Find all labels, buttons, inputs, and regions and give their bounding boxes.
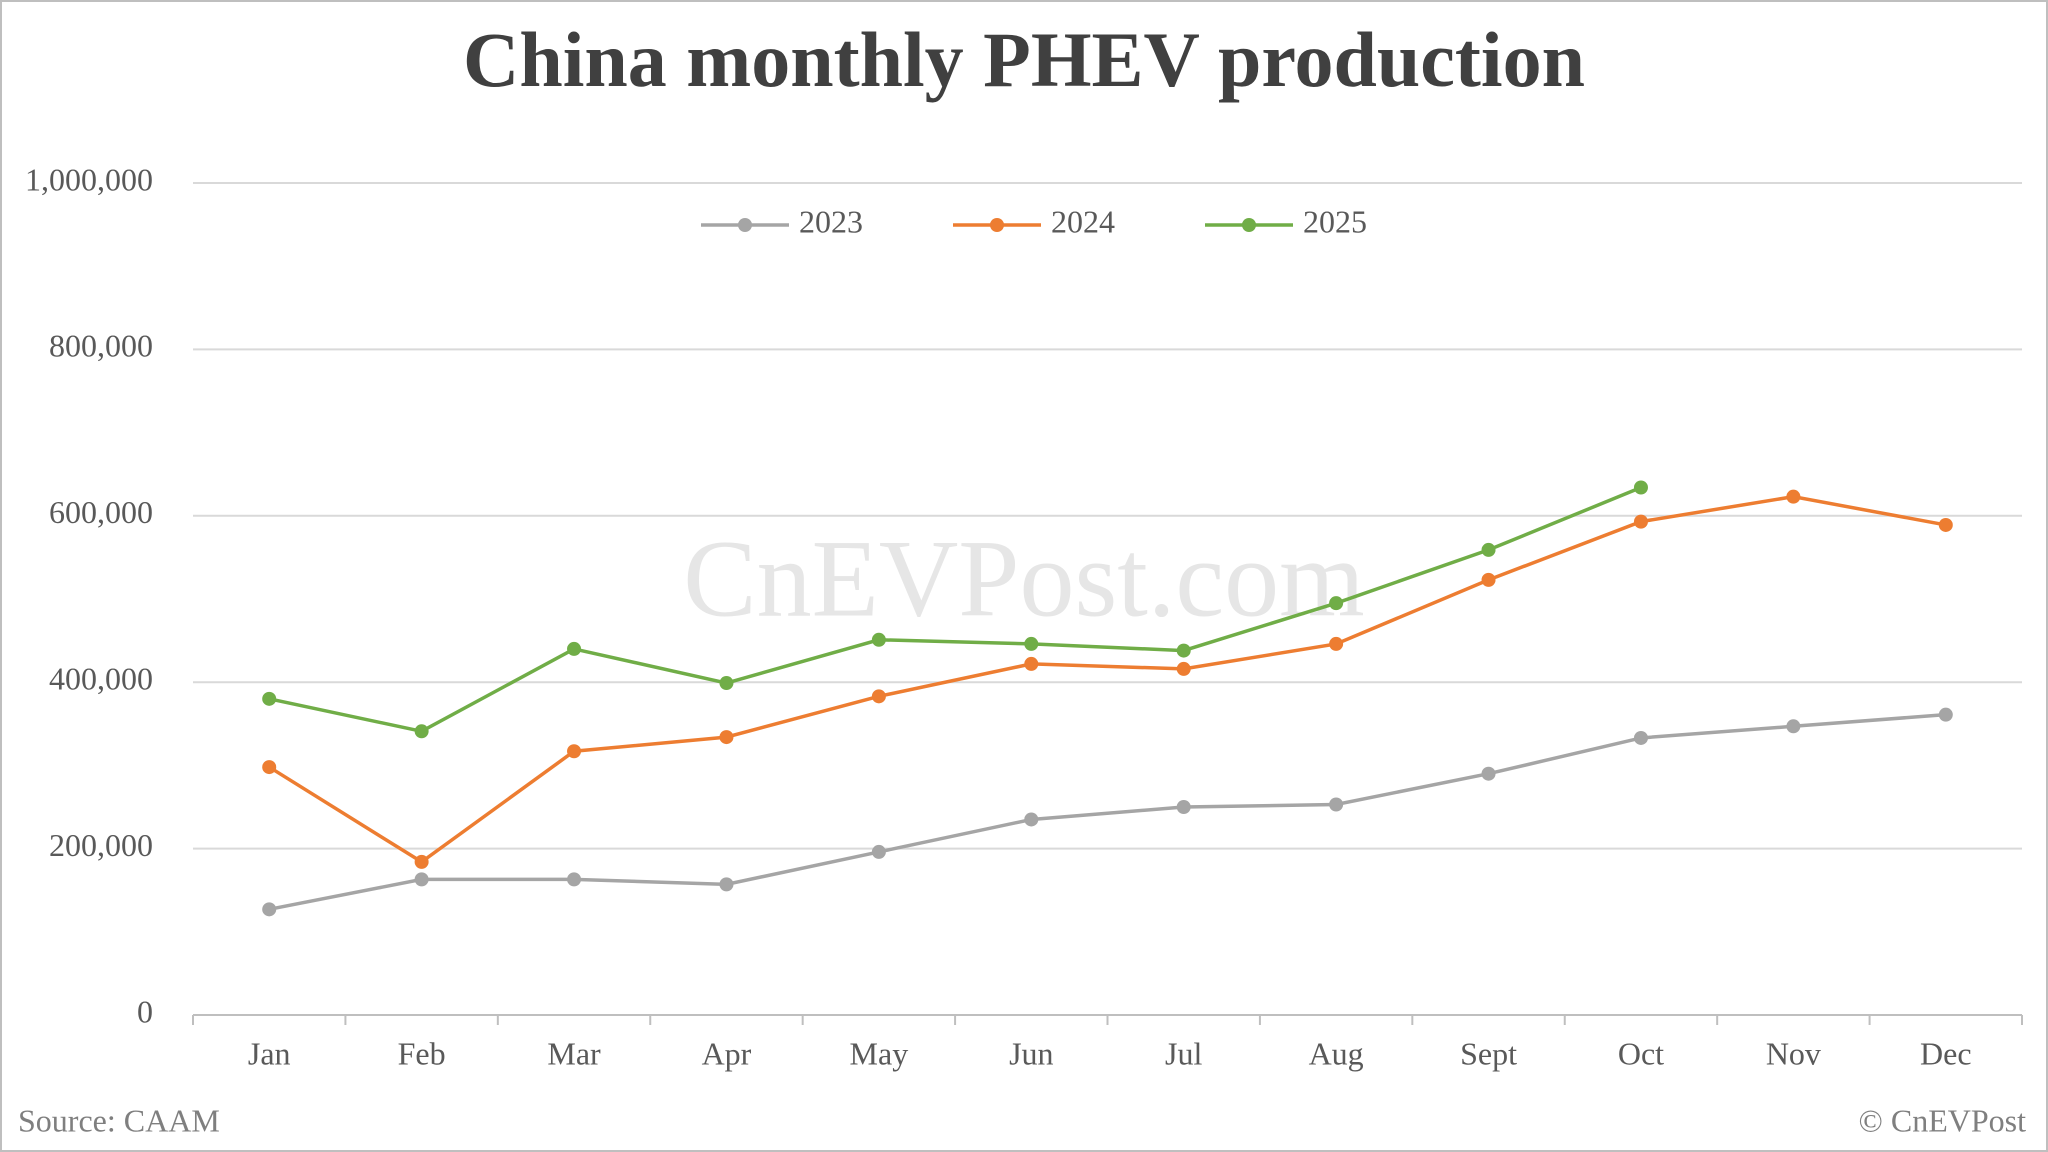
x-tick-label: Dec [1920,1035,1972,1071]
data-point [262,902,277,917]
data-point [1329,636,1344,651]
y-tick-label: 600,000 [49,494,153,530]
y-tick-label: 200,000 [49,827,153,863]
data-point [1786,719,1801,734]
x-tick-label: Feb [398,1035,446,1071]
x-tick-label: Oct [1618,1035,1664,1071]
data-point [414,872,429,887]
data-point [871,844,886,859]
x-tick-label: Jul [1165,1035,1202,1071]
data-point [1176,800,1191,814]
data-point [567,872,582,887]
data-point [1024,656,1039,671]
legend-label: 2025 [1303,203,1367,239]
legend-marker [738,218,752,232]
series-line [268,485,1642,734]
data-point [719,877,734,892]
data-point [262,760,277,775]
legend-marker [1242,218,1256,232]
watermark: CnEVPost.com [683,517,1364,639]
data-point [1329,596,1344,611]
data-point [1786,489,1801,504]
data-point [719,676,734,691]
data-point [1176,643,1191,658]
legend-label: 2024 [1051,203,1115,239]
x-tick-label: Nov [1766,1035,1821,1071]
y-tick-label: 1,000,000 [25,161,153,197]
y-tick-label: 0 [137,993,153,1029]
y-tick-label: 400,000 [49,661,153,697]
series-line [268,494,1947,865]
data-point [262,691,277,706]
data-point [1938,707,1953,722]
data-point [1633,514,1648,529]
data-point [567,744,582,759]
data-point [1176,661,1191,676]
x-tick-label: Jun [1009,1035,1053,1071]
data-point [1481,572,1496,587]
data-point [1024,636,1039,651]
legend-marker [990,218,1004,232]
y-tick-label: 800,000 [49,328,153,364]
data-point [1481,542,1496,557]
x-tick-label: Aug [1309,1035,1364,1071]
data-point [871,632,886,647]
x-tick-label: Apr [702,1035,752,1071]
data-point [1329,797,1344,812]
x-tick-label: Sept [1460,1035,1517,1071]
data-point [719,730,734,745]
legend-label: 2023 [799,203,863,239]
data-point [567,641,582,656]
data-point [1024,812,1039,827]
data-point [1633,480,1648,495]
source-note: Source: CAAM [18,1102,220,1138]
series-line [268,712,1946,912]
data-point [414,724,429,739]
data-point [414,854,429,869]
credit-note: © CnEVPost [1859,1102,2027,1138]
x-tick-label: May [850,1035,909,1071]
data-point [1481,766,1496,781]
x-tick-label: Jan [248,1035,291,1071]
data-point [1938,517,1953,532]
data-point [1633,730,1648,745]
data-point [871,689,886,704]
chart-title: China monthly PHEV production [463,16,1585,103]
x-tick-label: Mar [547,1035,601,1071]
